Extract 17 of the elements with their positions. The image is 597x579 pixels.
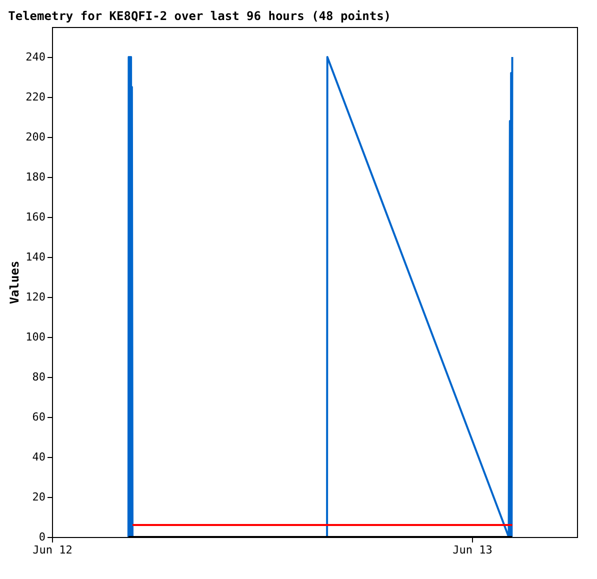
y-tick-label: 60 [32, 410, 46, 424]
y-tick-label: 220 [26, 90, 46, 104]
y-tick-label: 160 [26, 210, 46, 224]
chart-title: Telemetry for KE8QFI-2 over last 96 hours (48 points) [8, 9, 392, 23]
y-tick-label: 120 [26, 290, 46, 304]
y-tick-label: 80 [32, 370, 46, 384]
y-tick-label: 200 [26, 130, 46, 144]
y-tick-label: 240 [26, 50, 46, 64]
y-tick-label: 0 [38, 530, 46, 544]
y-axis-title: Values [8, 260, 22, 304]
x-tick-label: Jun 13 [452, 544, 492, 556]
y-tick-label: 40 [32, 450, 46, 464]
x-tick-label: Jun 12 [32, 544, 72, 556]
y-tick-label: 140 [26, 250, 46, 264]
y-tick-label: 20 [32, 490, 46, 504]
y-tick-label: 100 [26, 330, 46, 344]
y-tick-label: 180 [26, 170, 46, 184]
